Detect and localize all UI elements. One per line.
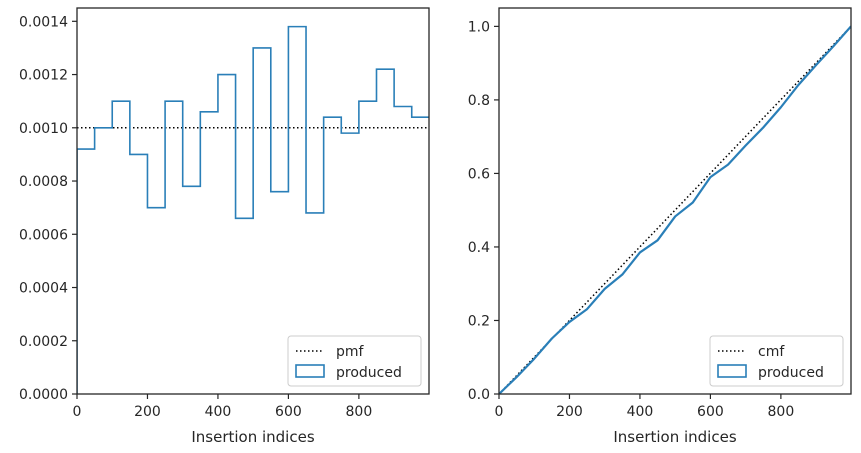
legend: cmf produced [709,335,844,387]
legend-produced-swatch [717,364,747,378]
y-tick-label: 0.0010 [19,121,68,137]
legend-produced-swatch [295,364,325,378]
y-tick-label: 0.0002 [19,334,68,350]
legend-reference-label: cmf [758,344,785,360]
produced-step-histogram [77,25,429,394]
x-tick-label: 200 [556,404,583,420]
axes-frame [76,7,430,395]
plot-area [77,25,429,394]
left-panel-pmf: 0 200 400 600 800 0.0000 0.0002 0.0004 0.0006 0.0… [19,7,430,446]
legend-produced-label: produced [758,365,824,381]
y-tick-label: 0.0008 [19,174,68,190]
x-tick-label: 600 [275,404,302,420]
legend-produced-label: produced [336,365,402,381]
x-tick-label: 800 [768,404,795,420]
x-tick-label: 0 [73,404,82,420]
y-tick-label: 0.2 [468,313,490,329]
y-tick-label: 0.0012 [19,68,68,84]
x-tick-label: 600 [697,404,724,420]
y-tick-label: 0.8 [468,93,490,109]
y-tick-label: 0.0 [468,387,490,403]
y-tick-label: 0.4 [468,240,490,256]
x-axis-label: Insertion indices [613,428,736,446]
legend-reference-label: pmf [336,344,365,360]
produced-cumulative-line [499,25,851,394]
x-tick-label: 400 [627,404,654,420]
right-panel-cmf: 0 200 400 600 800 0.0 0.2 0.4 0.6 0.8 1.0 Insertion… [468,7,852,446]
plot-area [499,25,851,394]
x-tick-label: 200 [134,404,161,420]
y-tick-label: 1.0 [468,19,490,35]
axes-frame [498,7,852,395]
legend-box [287,335,422,387]
x-tick-label: 400 [205,404,232,420]
y-tick-label: 0.0006 [19,227,68,243]
y-tick-label: 0.0014 [19,14,68,30]
x-tick-label: 800 [346,404,373,420]
x-axis-label: Insertion indices [191,428,314,446]
y-tick-label: 0.0000 [19,387,68,403]
legend: pmf produced [287,335,422,387]
x-tick-label: 0 [495,404,504,420]
y-tick-label: 0.6 [468,166,490,182]
legend-box [709,335,844,387]
y-tick-label: 0.0004 [19,281,68,297]
